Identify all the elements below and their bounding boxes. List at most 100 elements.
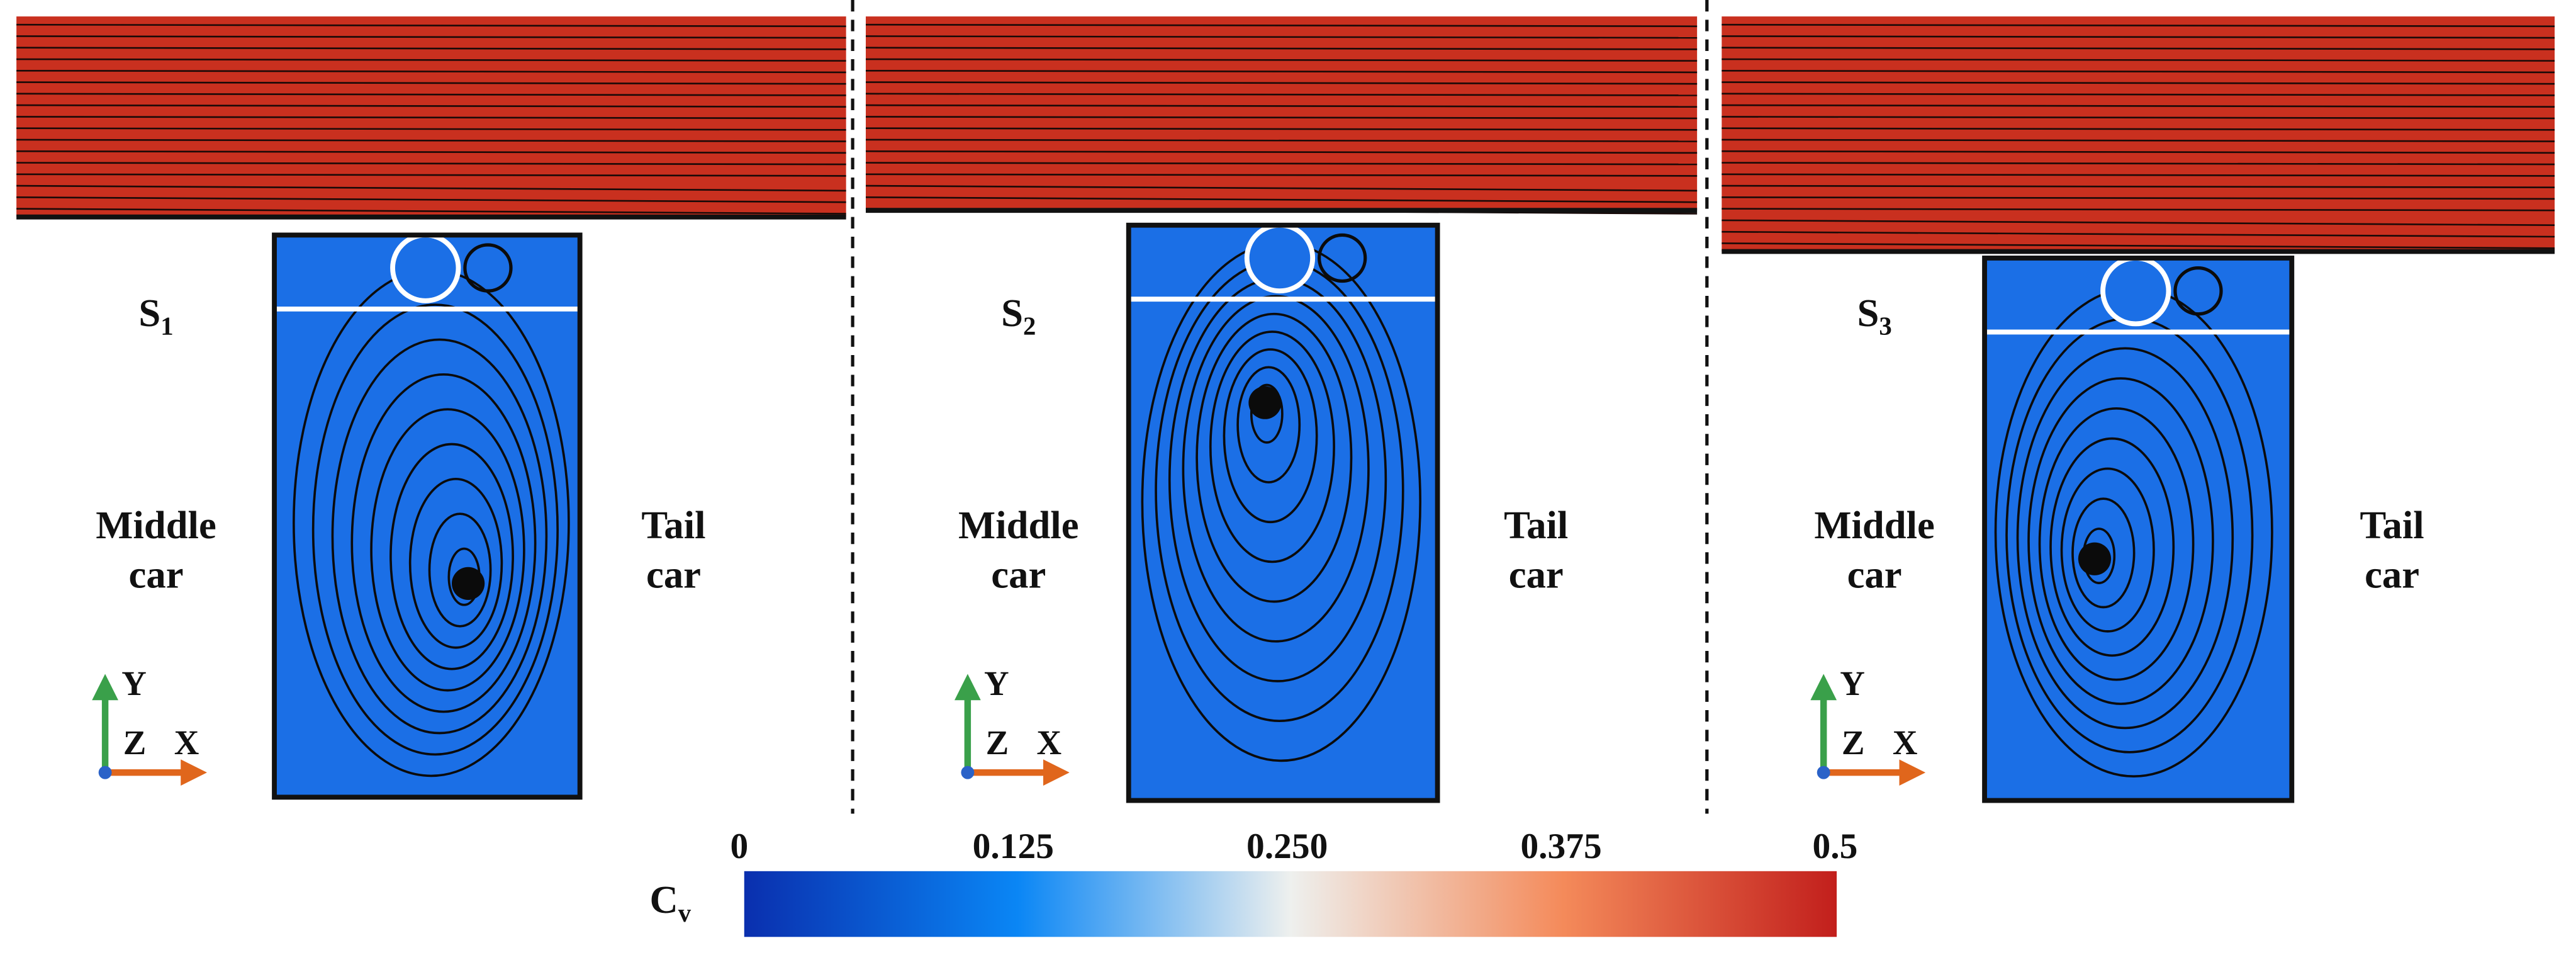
streamline [865, 116, 1698, 120]
vortex-streamline [389, 443, 514, 670]
right-label: Tail [2360, 503, 2424, 547]
streamline [1722, 230, 2555, 238]
axis-label: Y [1840, 664, 1865, 703]
streamline [865, 150, 1698, 154]
vortex-streamline [370, 408, 525, 692]
colorbar-title-main: C [649, 878, 678, 922]
vortex-core [452, 567, 485, 601]
right-label: car [646, 552, 701, 596]
streamline [16, 173, 846, 177]
corner-vortex [2173, 266, 2223, 316]
vortex-streamline [2049, 437, 2175, 657]
streamline [16, 138, 846, 142]
axis-label: X [1037, 723, 1062, 762]
streamline [1722, 208, 2555, 212]
gap-field [1128, 225, 1438, 801]
panel-label: S2 [1001, 291, 1036, 341]
colorbar-tick-label: 0.375 [1520, 827, 1601, 866]
panel-label-sub: 2 [1023, 312, 1036, 341]
diaphragm [2100, 256, 2171, 327]
vortex-streamline [1236, 366, 1301, 483]
gap-outline [1982, 256, 2295, 803]
streamline [16, 47, 846, 50]
gap-field [1985, 257, 2292, 801]
axis-label: Z [986, 723, 1009, 762]
streamline [1722, 184, 2555, 188]
streamline [865, 127, 1698, 131]
diaphragm [390, 232, 461, 303]
streamline [865, 162, 1698, 166]
streamline [1722, 242, 2555, 249]
vortex-streamline [331, 338, 548, 735]
left-label: Middle [958, 503, 1078, 547]
streamline [1722, 127, 2555, 131]
vortex-streamline [1223, 348, 1318, 524]
streamline [16, 58, 846, 62]
streamline [1722, 81, 2555, 85]
corner-vortex [463, 243, 513, 293]
left-label: car [129, 552, 184, 596]
left-label: Middle [1814, 503, 1934, 547]
corner-vortex [1317, 233, 1367, 283]
right-label: car [1509, 552, 1564, 596]
vortex-streamline [1250, 383, 1284, 444]
axis-origin [961, 766, 975, 779]
streamline [865, 196, 1698, 203]
streamline [1722, 116, 2555, 120]
streamline [1722, 219, 2555, 227]
streamline [1722, 69, 2555, 74]
streamline [16, 81, 846, 85]
streamline [1722, 162, 2555, 166]
panel-label-main: S [138, 291, 160, 335]
colorbar-tick-label: 0.5 [1813, 827, 1858, 866]
streamline [16, 93, 846, 96]
vortex-streamline [1182, 295, 1370, 643]
streamline [865, 81, 1698, 85]
vortex-streamline [1196, 312, 1353, 603]
axis-label: Y [121, 664, 147, 703]
right-label: car [2365, 552, 2419, 596]
gap-field [274, 235, 580, 798]
streamline [865, 173, 1698, 177]
colorbar-tick-label: 0 [731, 827, 749, 866]
streamline [16, 184, 846, 192]
vortex-streamline [2016, 347, 2234, 730]
axis-label: Z [1842, 723, 1865, 762]
panel-label-main: S [1001, 291, 1023, 335]
panel-label-sub: 3 [1879, 312, 1891, 341]
streamline [865, 138, 1698, 142]
streamline [865, 69, 1698, 74]
streamline [16, 127, 846, 131]
freestream-field [1722, 16, 2555, 252]
panel-label-sub: 1 [160, 312, 173, 341]
streamline [16, 104, 846, 108]
streamline [865, 23, 1698, 28]
axis-label: X [174, 723, 199, 762]
vortex-core [2078, 542, 2112, 575]
streamline [16, 69, 846, 74]
colorbar-tick-label: 0.125 [973, 827, 1054, 866]
vortex-streamline [311, 303, 559, 756]
streamline [16, 23, 846, 28]
colorbar-tick-label: 0.250 [1246, 827, 1328, 866]
streamline [16, 116, 846, 120]
streamline [16, 162, 846, 166]
left-label: car [1847, 552, 1902, 596]
panel-label-main: S [1857, 291, 1879, 335]
streamline [16, 196, 846, 203]
colorbar-title-sub: v [678, 899, 692, 927]
colorbar-title: Cv [649, 878, 691, 927]
streamline [1722, 35, 2555, 39]
streamline [1722, 58, 2555, 62]
streamline [1722, 138, 2555, 142]
vortex-streamline [428, 512, 492, 628]
axis-origin [98, 766, 112, 779]
axis-label: X [1893, 723, 1918, 762]
panel-label: S1 [138, 291, 173, 341]
left-label: car [991, 552, 1046, 596]
axis-label: Z [123, 723, 147, 762]
streamline [16, 35, 846, 39]
gap-outline [272, 232, 583, 800]
left-label: Middle [96, 503, 216, 547]
